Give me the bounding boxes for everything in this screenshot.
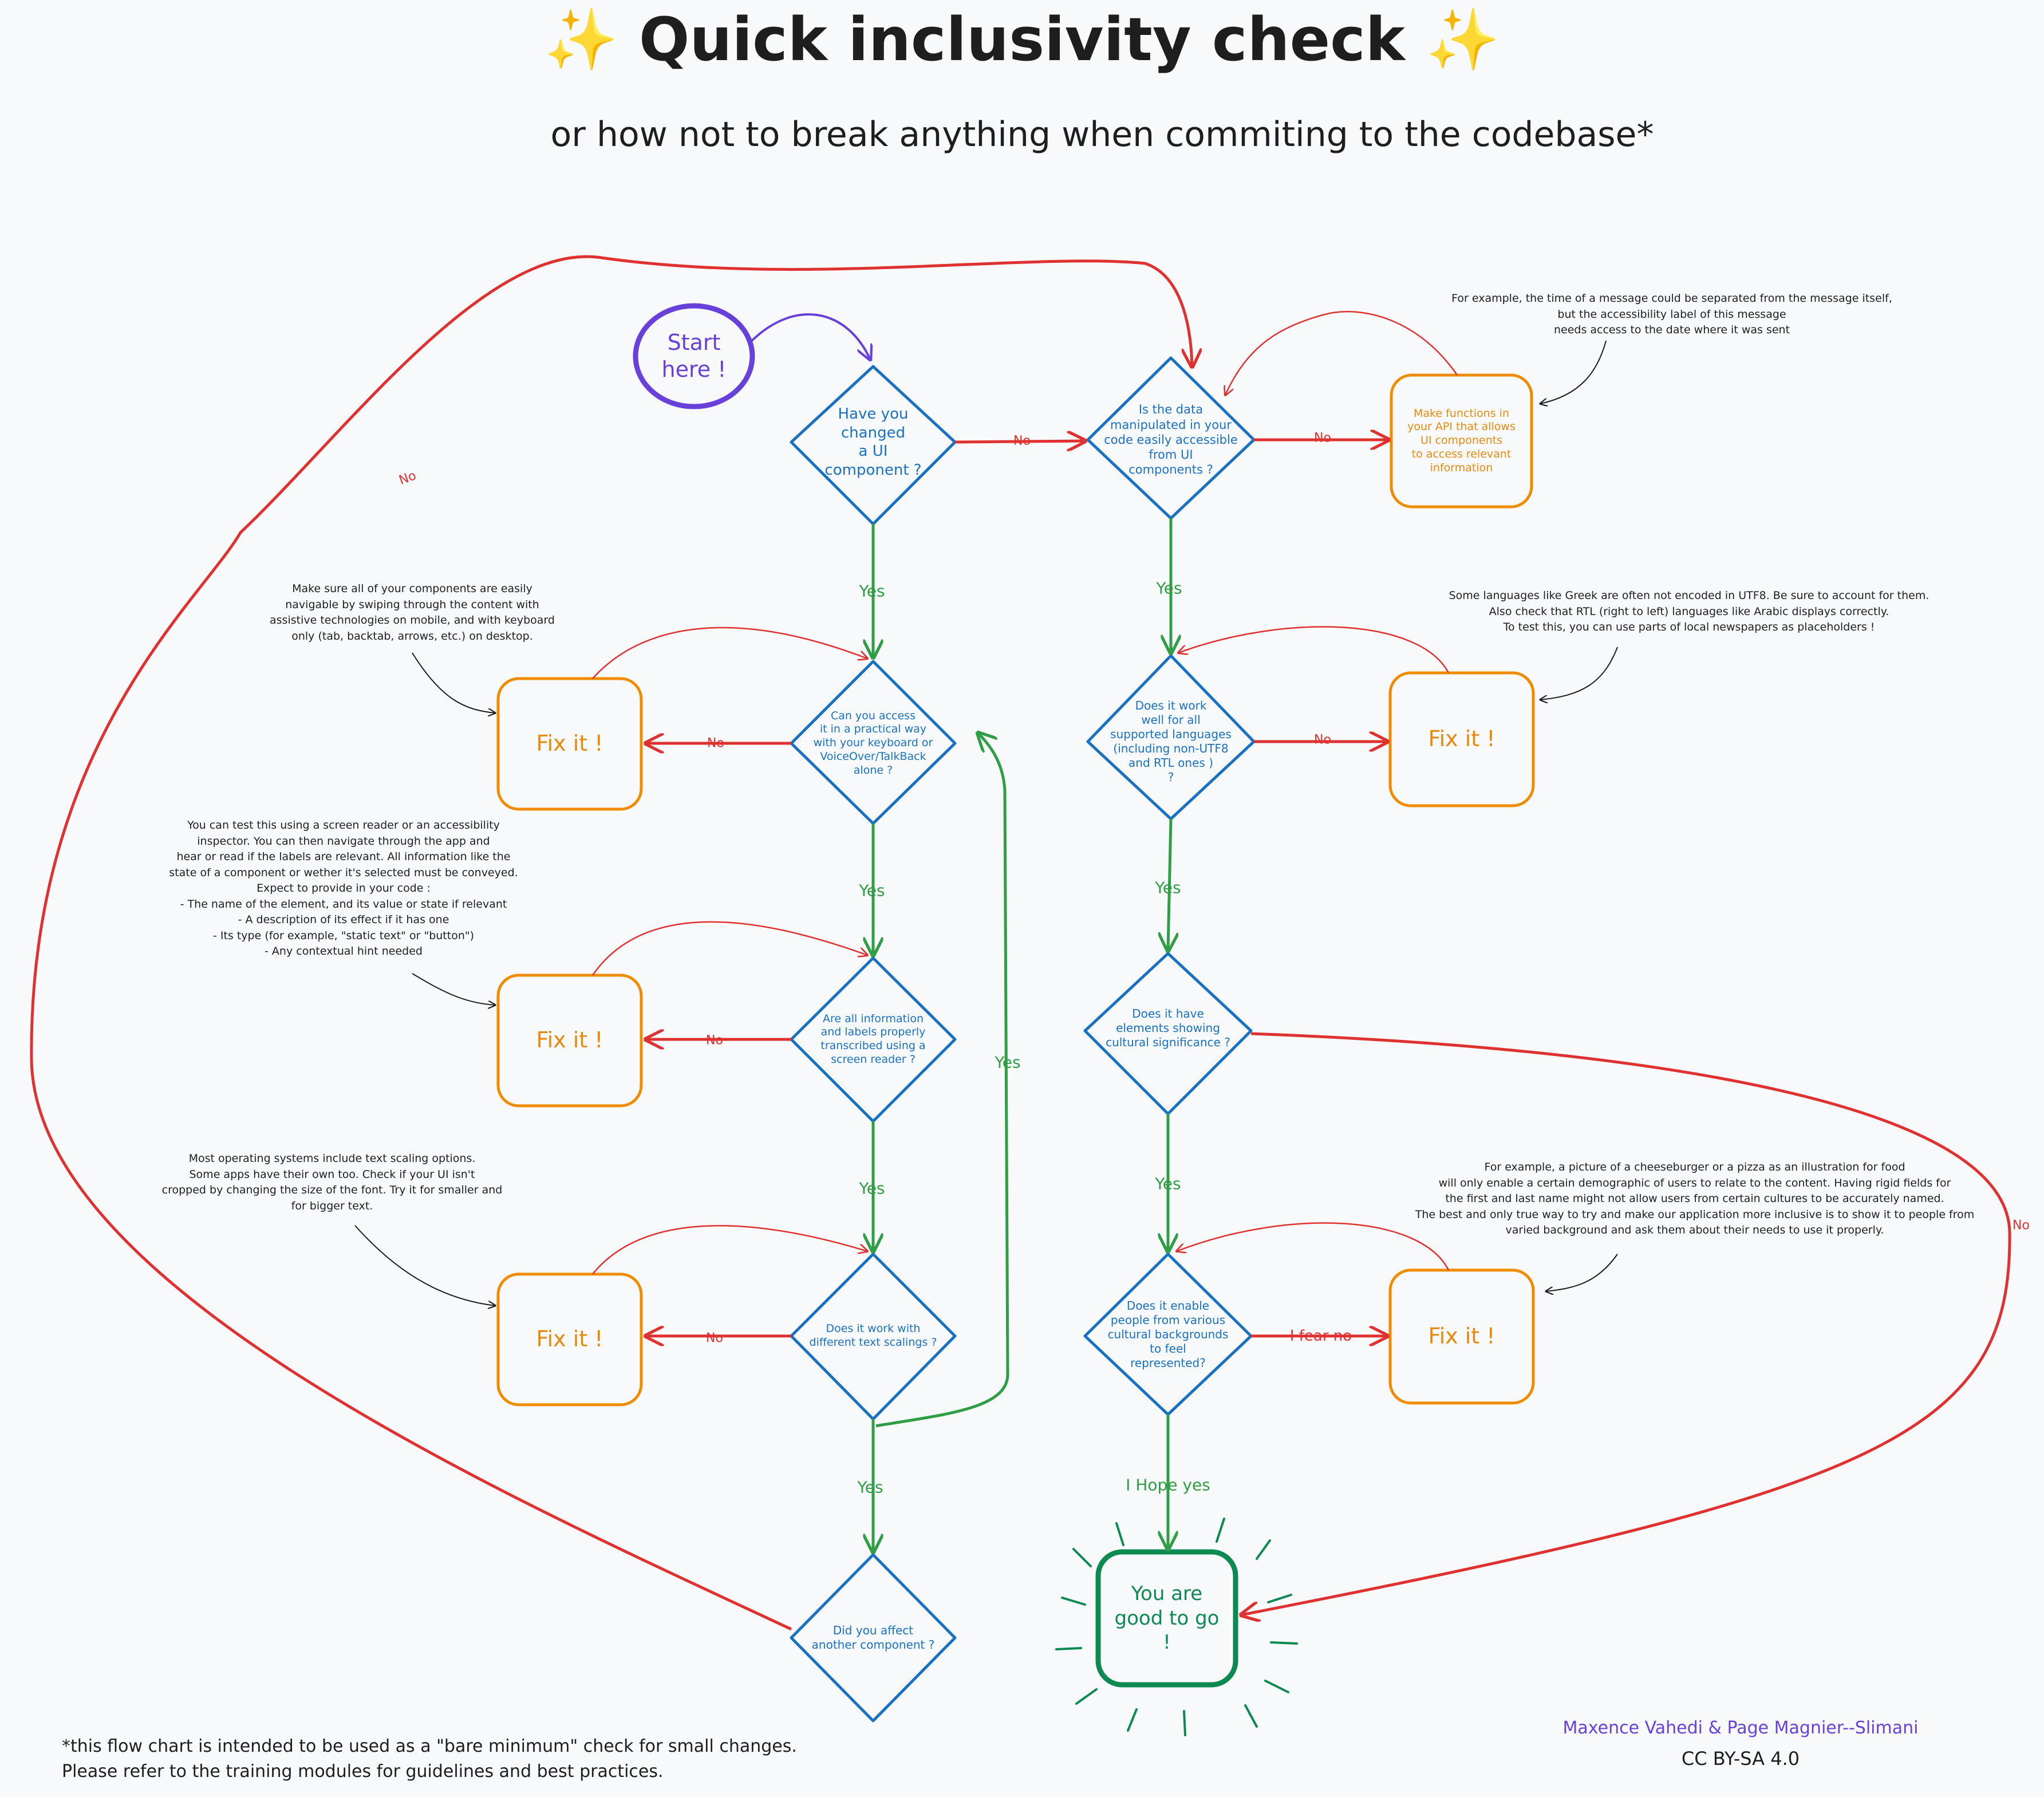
note-cultural: For example, a picture of a cheeseburger… [1415, 1161, 1975, 1237]
box-fix-languages [1388, 671, 1535, 807]
note-languages: Some languages like Greek are often not … [1449, 589, 1929, 634]
box-make-functions [1390, 373, 1533, 509]
arrow-start-to-q1 [750, 313, 870, 360]
edge-label-yes: Yes [1155, 878, 1181, 897]
edge-label-yes: Yes [859, 581, 885, 601]
no-arrows [30, 255, 2011, 1631]
page-subtitle: or how not to break anything when commit… [550, 115, 1654, 155]
edge-label-i-hope-yes: I Hope yes [1126, 1475, 1210, 1495]
sparkle-icon: ✨ [544, 5, 618, 74]
license: CC BY-SA 4.0 [1681, 1748, 1800, 1770]
q-screen-reader: Are all information and labels properly … [820, 1012, 926, 1066]
box-good-to-go [1095, 1549, 1238, 1688]
fix-it-languages: Fix it ! [1428, 726, 1495, 752]
edge-label-yes: Yes [1155, 1174, 1181, 1193]
edge-label-yes: Yes [995, 1053, 1021, 1072]
box-fix-keyboard [496, 677, 643, 811]
edge-label-no: No [706, 1033, 723, 1048]
edge-label-yes: Yes [857, 1477, 883, 1497]
q-cultural: Does it have elements showing cultural s… [1106, 1006, 1230, 1049]
loop-back-arrows [591, 310, 1458, 1275]
fix-it-screen-reader: Fix it ! [536, 1027, 603, 1053]
note-keyboard: Make sure all of your components are eas… [270, 582, 555, 643]
edge-label-yes: Yes [1156, 578, 1182, 598]
fix-it-keyboard: Fix it ! [536, 731, 603, 756]
box-fix-screen-reader [496, 974, 643, 1108]
make-functions-label: Make functions in your API that allows U… [1407, 407, 1516, 474]
edge-label-no: No [706, 1331, 723, 1346]
authors: Maxence Vahedi & Page Magnier--Slimani [1562, 1718, 1919, 1738]
note-text-scaling: Most operating systems include text scal… [161, 1152, 503, 1212]
page-title: ✨ Quick inclusivity check ✨ [0, 5, 2044, 75]
edge-label-no: No [1314, 431, 1331, 446]
edge-label-no: No [2013, 1218, 2030, 1233]
note-screen-reader: You can test this using a screen reader … [169, 819, 518, 958]
note-api-example: For example, the time of a message could… [1451, 292, 1892, 337]
edge-label-yes: Yes [859, 1179, 885, 1198]
q-keyboard: Can you access it in a practical way wit… [813, 709, 933, 777]
box-fix-text-scaling [496, 1272, 643, 1406]
q-ui-changed: Have you changed a UI component ? [824, 405, 922, 479]
q-languages: Does it work well for all supported lang… [1110, 699, 1232, 784]
note-arrows [354, 340, 1618, 1306]
edge-label-no: No [1013, 434, 1031, 448]
edge-label-no: No [707, 736, 724, 751]
footnote: *this flow chart is intended to be used … [62, 1736, 797, 1782]
sparkle-icon: ✨ [1426, 5, 1500, 74]
q-represented: Does it enable people from various cultu… [1107, 1298, 1229, 1370]
q-other-component: Did you affect another component ? [811, 1623, 935, 1652]
edge-label-i-fear-no: I fear no [1289, 1327, 1352, 1345]
good-to-go-label: You are good to go ! [1114, 1582, 1220, 1654]
diamond-other-component [790, 1553, 957, 1723]
edge-label-no: No [1314, 732, 1331, 747]
fix-it-cultural: Fix it ! [1428, 1323, 1495, 1349]
q-data-access: Is the data manipulated in your code eas… [1104, 403, 1238, 477]
q-text-scaling: Does it work with different text scaling… [809, 1322, 937, 1349]
start-label: Start here ! [661, 329, 727, 383]
fix-it-text-scaling: Fix it ! [536, 1326, 603, 1352]
yes-arrows [873, 518, 1171, 1552]
title-text: Quick inclusivity check [639, 5, 1405, 74]
edge-label-yes: Yes [859, 881, 885, 900]
start-node [633, 303, 755, 409]
box-fix-cultural [1388, 1268, 1535, 1405]
